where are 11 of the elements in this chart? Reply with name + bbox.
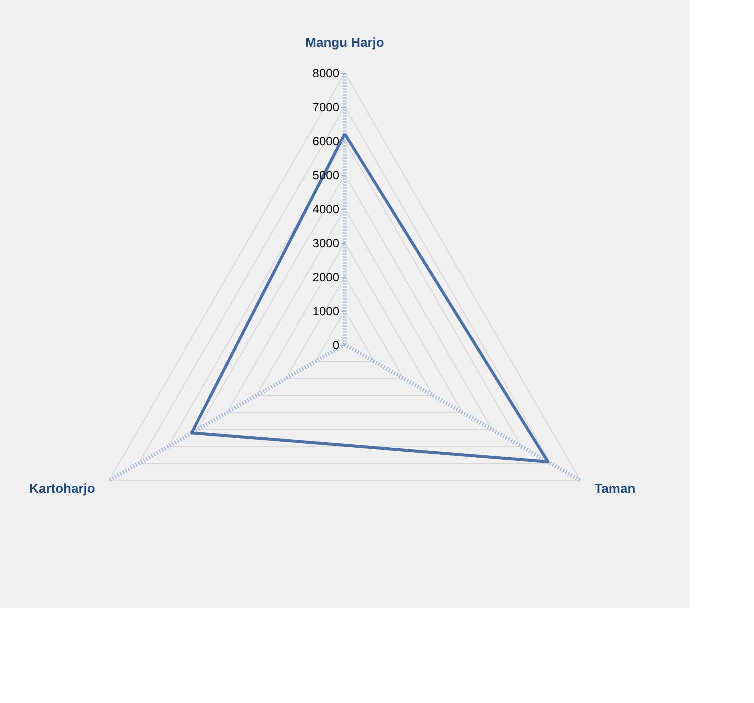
- y-tick-label: 2000: [312, 270, 340, 284]
- y-tick-label: 6000: [312, 134, 340, 148]
- y-tick-label: 7000: [312, 100, 340, 114]
- spoke-label: Taman: [594, 480, 636, 496]
- y-tick-label: 8000: [312, 66, 340, 80]
- y-tick-label: 1000: [312, 304, 340, 318]
- y-tick-label: 3000: [312, 236, 340, 250]
- y-tick-label: 0: [332, 338, 340, 352]
- spoke-label: Mangu Harjo: [306, 35, 384, 50]
- spoke-label: Kartoharjo: [30, 480, 96, 496]
- y-tick-label: 4000: [312, 202, 340, 216]
